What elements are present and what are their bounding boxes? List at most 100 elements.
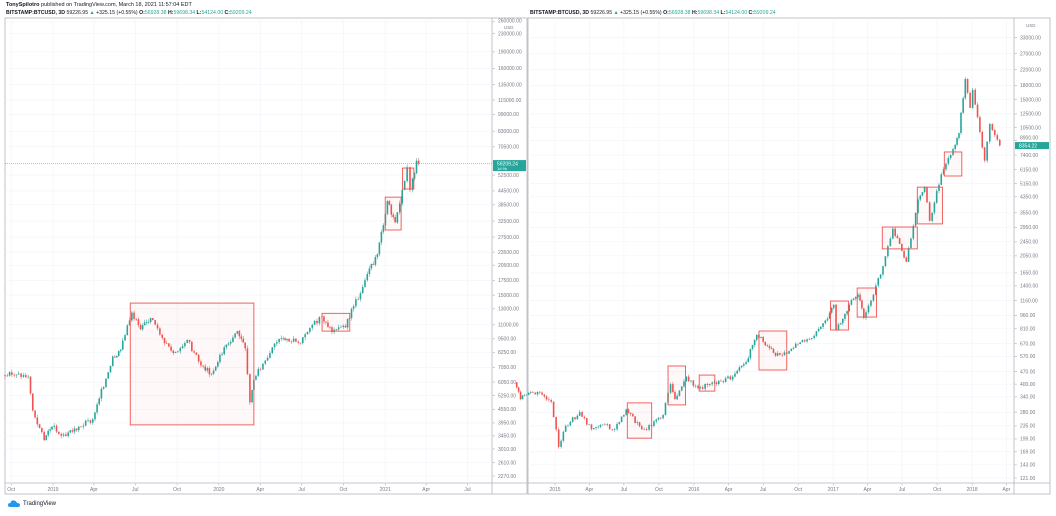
- y-tick-label: 4350.00: [1020, 195, 1038, 201]
- candle-body: [366, 273, 369, 281]
- candle: [327, 319, 329, 328]
- candle: [569, 420, 572, 427]
- y-tick-label: 3550.00: [1020, 211, 1038, 217]
- candle: [94, 411, 96, 422]
- candle: [318, 316, 321, 326]
- y-tick-label: 135000.00: [498, 82, 522, 88]
- annotation-rectangle: [881, 226, 918, 250]
- candle-body: [36, 417, 39, 425]
- candle: [202, 365, 204, 369]
- candle: [629, 412, 632, 417]
- symbol-legend-right: BITSTAMP:BTCUSD, 3D 59226.95 ▲ +325.15 (…: [530, 10, 776, 16]
- candle-body: [996, 135, 999, 140]
- candle-body: [204, 366, 207, 371]
- candle-body: [983, 147, 986, 161]
- candle-body: [197, 354, 200, 362]
- candle-body: [82, 425, 85, 427]
- y-tick-label: 32500.00: [498, 219, 519, 225]
- candle-body: [988, 123, 991, 142]
- candle-body: [601, 424, 604, 426]
- candle: [832, 304, 835, 310]
- candle: [380, 229, 383, 246]
- candle-body: [616, 423, 618, 430]
- chart-panel-1: 260000.00 230000.00 190000.00 160000.00 1350…: [4, 17, 528, 495]
- candle: [966, 78, 969, 95]
- candle: [200, 359, 202, 368]
- candle: [186, 339, 189, 344]
- candle: [799, 342, 801, 345]
- candle: [543, 393, 546, 399]
- candle-body: [282, 338, 284, 339]
- candle: [89, 419, 92, 425]
- symbol-name[interactable]: BITSTAMP:BTCUSD, 3D: [530, 10, 589, 16]
- candle: [640, 424, 643, 430]
- candle-body: [390, 204, 393, 215]
- close-label: C:: [748, 10, 755, 16]
- tradingview-brand[interactable]: TradingView: [23, 501, 57, 507]
- candle-body: [232, 337, 234, 342]
- open-label: O:: [139, 10, 145, 16]
- candle: [958, 132, 960, 141]
- candle: [815, 330, 818, 338]
- candle: [337, 324, 340, 331]
- low-value: 54124.00: [201, 10, 224, 16]
- author-name[interactable]: TonySpilotro: [6, 2, 40, 8]
- x-tick-label: Oct: [933, 487, 941, 493]
- candle: [73, 426, 76, 435]
- candle: [960, 111, 962, 135]
- candle-body: [519, 391, 522, 400]
- candle-body: [174, 352, 177, 353]
- candle: [38, 423, 41, 429]
- candle-body: [538, 391, 541, 393]
- candle-body: [273, 343, 276, 348]
- candle: [65, 431, 67, 437]
- candle-body: [401, 189, 403, 204]
- candle-body: [659, 417, 662, 419]
- candle: [197, 353, 200, 364]
- candle-body: [685, 376, 688, 382]
- candle-body: [709, 384, 711, 385]
- candle-body: [111, 356, 114, 366]
- y-tick-label: 18000.00: [1020, 83, 1041, 89]
- candle: [762, 336, 764, 344]
- price-change: +325.15 (+0.55%): [96, 10, 138, 16]
- y-tick-label: 670.00: [1020, 341, 1036, 347]
- candle: [541, 391, 543, 396]
- candle-body: [680, 386, 683, 391]
- candle-body: [255, 375, 257, 380]
- candle: [729, 375, 732, 381]
- y-tick-label: 115000.00: [498, 98, 521, 104]
- candle-body: [694, 385, 697, 387]
- candle: [564, 424, 567, 432]
- annotation-rectangle: [321, 312, 351, 332]
- candle-body: [47, 430, 49, 436]
- candle-body: [560, 440, 562, 447]
- symbol-name[interactable]: BITSTAMP:BTCUSD, 3D: [6, 10, 65, 16]
- candle-body: [776, 353, 779, 356]
- candle-body: [67, 432, 69, 436]
- annotation-rectangle: [916, 186, 943, 225]
- candle: [926, 186, 928, 203]
- candle: [117, 350, 120, 358]
- candle-body: [22, 375, 25, 377]
- candle: [159, 327, 161, 337]
- candle-body: [152, 318, 154, 321]
- candle: [29, 375, 32, 396]
- candle-body: [822, 323, 824, 327]
- candle: [382, 223, 385, 234]
- y-tick-label: 2610.00: [498, 460, 516, 466]
- candle: [770, 346, 773, 350]
- candle: [727, 375, 729, 379]
- candle-body: [114, 356, 116, 358]
- candle-body: [304, 334, 306, 338]
- candle: [560, 439, 562, 449]
- candle: [964, 76, 967, 100]
- candle-body: [548, 399, 550, 401]
- candle-body: [242, 338, 245, 343]
- candle: [124, 333, 126, 341]
- candle: [749, 348, 752, 361]
- high-label: H:: [167, 10, 174, 16]
- candle: [415, 158, 418, 175]
- candle: [325, 321, 327, 325]
